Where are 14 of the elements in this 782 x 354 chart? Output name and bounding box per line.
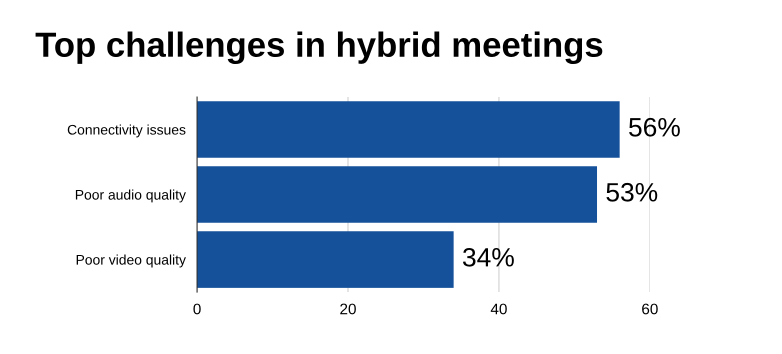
chart-title: Top challenges in hybrid meetings (36, 32, 602, 64)
y-tick-label: Poor audio quality (76, 189, 186, 202)
x-tick-label: 40 (490, 304, 507, 314)
y-tick-label: Connectivity issues (68, 124, 186, 138)
y-tick-label: Poor video quality (76, 254, 186, 268)
data-label: 34% (462, 248, 514, 267)
data-label: 53% (606, 182, 658, 202)
x-tick-label: 60 (642, 304, 658, 314)
bar (197, 166, 598, 223)
bar (197, 101, 620, 158)
x-tick-label: 20 (340, 304, 356, 314)
data-label: 56% (629, 118, 680, 137)
x-tick-label: 0 (193, 304, 201, 314)
bar (197, 231, 454, 288)
